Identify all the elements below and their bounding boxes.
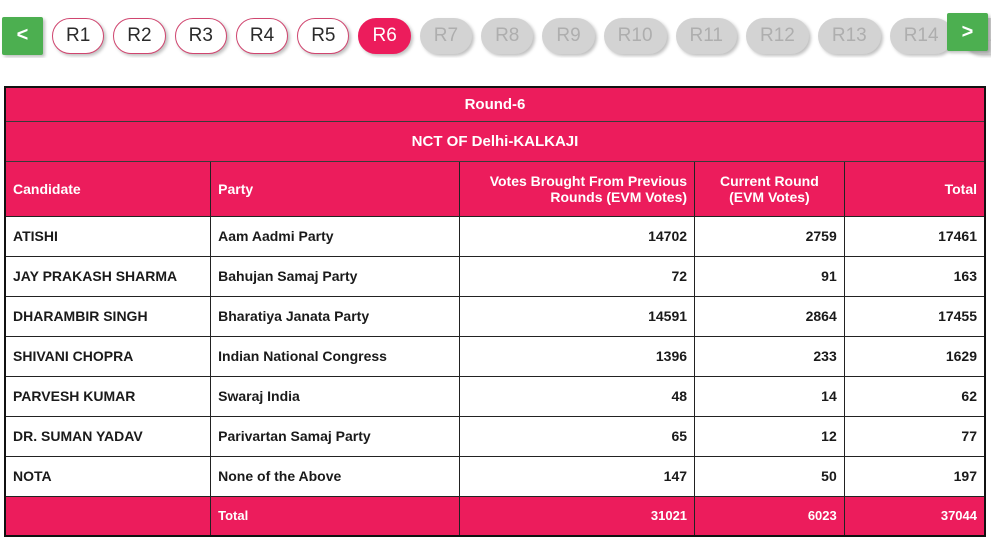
table-row: DHARAMBIR SINGH Bharatiya Janata Party 1… (4, 295, 986, 337)
candidate-cell: NOTA (4, 455, 212, 497)
table-row: JAY PRAKASH SHARMA Bahujan Samaj Party 7… (4, 255, 986, 297)
party-cell: None of the Above (210, 455, 460, 497)
column-header-candidate: Candidate (4, 160, 212, 217)
total-overall-votes: 37044 (843, 495, 986, 537)
constituency-title: NCT OF Delhi-KALKAJI (4, 120, 986, 162)
party-cell: Swaraj India (210, 375, 460, 417)
round-button-r9[interactable]: R9 (542, 17, 595, 54)
round-button-r8[interactable]: R8 (481, 17, 534, 54)
round-button-r6[interactable]: R6 (358, 17, 411, 54)
column-header-total: Total (843, 160, 986, 217)
table-row: NOTA None of the Above 147 50 197 (4, 455, 986, 497)
previous-votes-cell: 14591 (458, 295, 696, 337)
party-cell: Bahujan Samaj Party (210, 255, 460, 297)
party-cell: Parivartan Samaj Party (210, 415, 460, 457)
total-row-empty-cell (4, 495, 212, 537)
candidate-cell: DR. SUMAN YADAV (4, 415, 212, 457)
round-button-r13[interactable]: R13 (817, 17, 881, 54)
prev-round-button[interactable]: < (2, 16, 43, 55)
round-title: Round-6 (4, 86, 986, 122)
round-navigation: < R1 R2 R3 R4 R5 R6 R7 R8 R9 R10 R11 R12… (0, 0, 991, 58)
round-title-row: Round-6 (4, 86, 986, 122)
round-button-r7[interactable]: R7 (419, 17, 473, 54)
candidate-cell: SHIVANI CHOPRA (4, 335, 212, 377)
total-row-label: Total (210, 495, 460, 537)
total-votes-cell: 17461 (843, 215, 986, 257)
column-header-previous-votes: Votes Brought From Previous Rounds (EVM … (458, 160, 696, 217)
total-votes-cell: 77 (843, 415, 986, 457)
current-votes-cell: 12 (694, 415, 845, 457)
current-votes-cell: 2864 (694, 295, 845, 337)
round-button-r3[interactable]: R3 (174, 17, 227, 54)
previous-votes-cell: 72 (458, 255, 696, 297)
round-button-r12[interactable]: R12 (745, 17, 809, 54)
total-current-votes: 6023 (694, 495, 845, 537)
table-row: ATISHI Aam Aadmi Party 14702 2759 17461 (4, 215, 986, 257)
round-button-r11[interactable]: R11 (675, 17, 737, 54)
previous-votes-cell: 48 (458, 375, 696, 417)
table-row: DR. SUMAN YADAV Parivartan Samaj Party 6… (4, 415, 986, 457)
round-button-r14[interactable]: R14 (889, 17, 953, 54)
previous-votes-cell: 65 (458, 415, 696, 457)
total-votes-cell: 62 (843, 375, 986, 417)
total-votes-cell: 17455 (843, 295, 986, 337)
results-table: Round-6 NCT OF Delhi-KALKAJI Candidate P… (4, 86, 986, 537)
round-button-r5[interactable]: R5 (297, 17, 350, 54)
round-button-r4[interactable]: R4 (235, 17, 289, 54)
total-votes-cell: 1629 (843, 335, 986, 377)
previous-votes-cell: 147 (458, 455, 696, 497)
total-votes-cell: 163 (843, 255, 986, 297)
current-votes-cell: 50 (694, 455, 845, 497)
current-votes-cell: 91 (694, 255, 845, 297)
total-votes-cell: 197 (843, 455, 986, 497)
candidate-cell: DHARAMBIR SINGH (4, 295, 212, 337)
current-votes-cell: 233 (694, 335, 845, 377)
candidate-cell: JAY PRAKASH SHARMA (4, 255, 212, 297)
column-header-row: Candidate Party Votes Brought From Previ… (4, 160, 986, 217)
round-button-r2[interactable]: R2 (113, 17, 166, 54)
party-cell: Bharatiya Janata Party (210, 295, 460, 337)
party-cell: Aam Aadmi Party (210, 215, 460, 257)
party-cell: Indian National Congress (210, 335, 460, 377)
table-row: PARVESH KUMAR Swaraj India 48 14 62 (4, 375, 986, 417)
previous-votes-cell: 1396 (458, 335, 696, 377)
candidate-cell: ATISHI (4, 215, 212, 257)
previous-votes-cell: 14702 (458, 215, 696, 257)
round-button-r1[interactable]: R1 (52, 17, 105, 54)
total-previous-votes: 31021 (458, 495, 696, 537)
current-votes-cell: 2759 (694, 215, 845, 257)
next-round-button[interactable]: > (947, 13, 988, 51)
candidate-cell: PARVESH KUMAR (4, 375, 212, 417)
column-header-current-round: Current Round (EVM Votes) (694, 160, 845, 217)
constituency-row: NCT OF Delhi-KALKAJI (4, 120, 986, 162)
current-votes-cell: 14 (694, 375, 845, 417)
column-header-party: Party (210, 160, 460, 217)
round-button-r10[interactable]: R10 (603, 17, 667, 54)
total-row: Total 31021 6023 37044 (4, 495, 986, 537)
table-row: SHIVANI CHOPRA Indian National Congress … (4, 335, 986, 377)
